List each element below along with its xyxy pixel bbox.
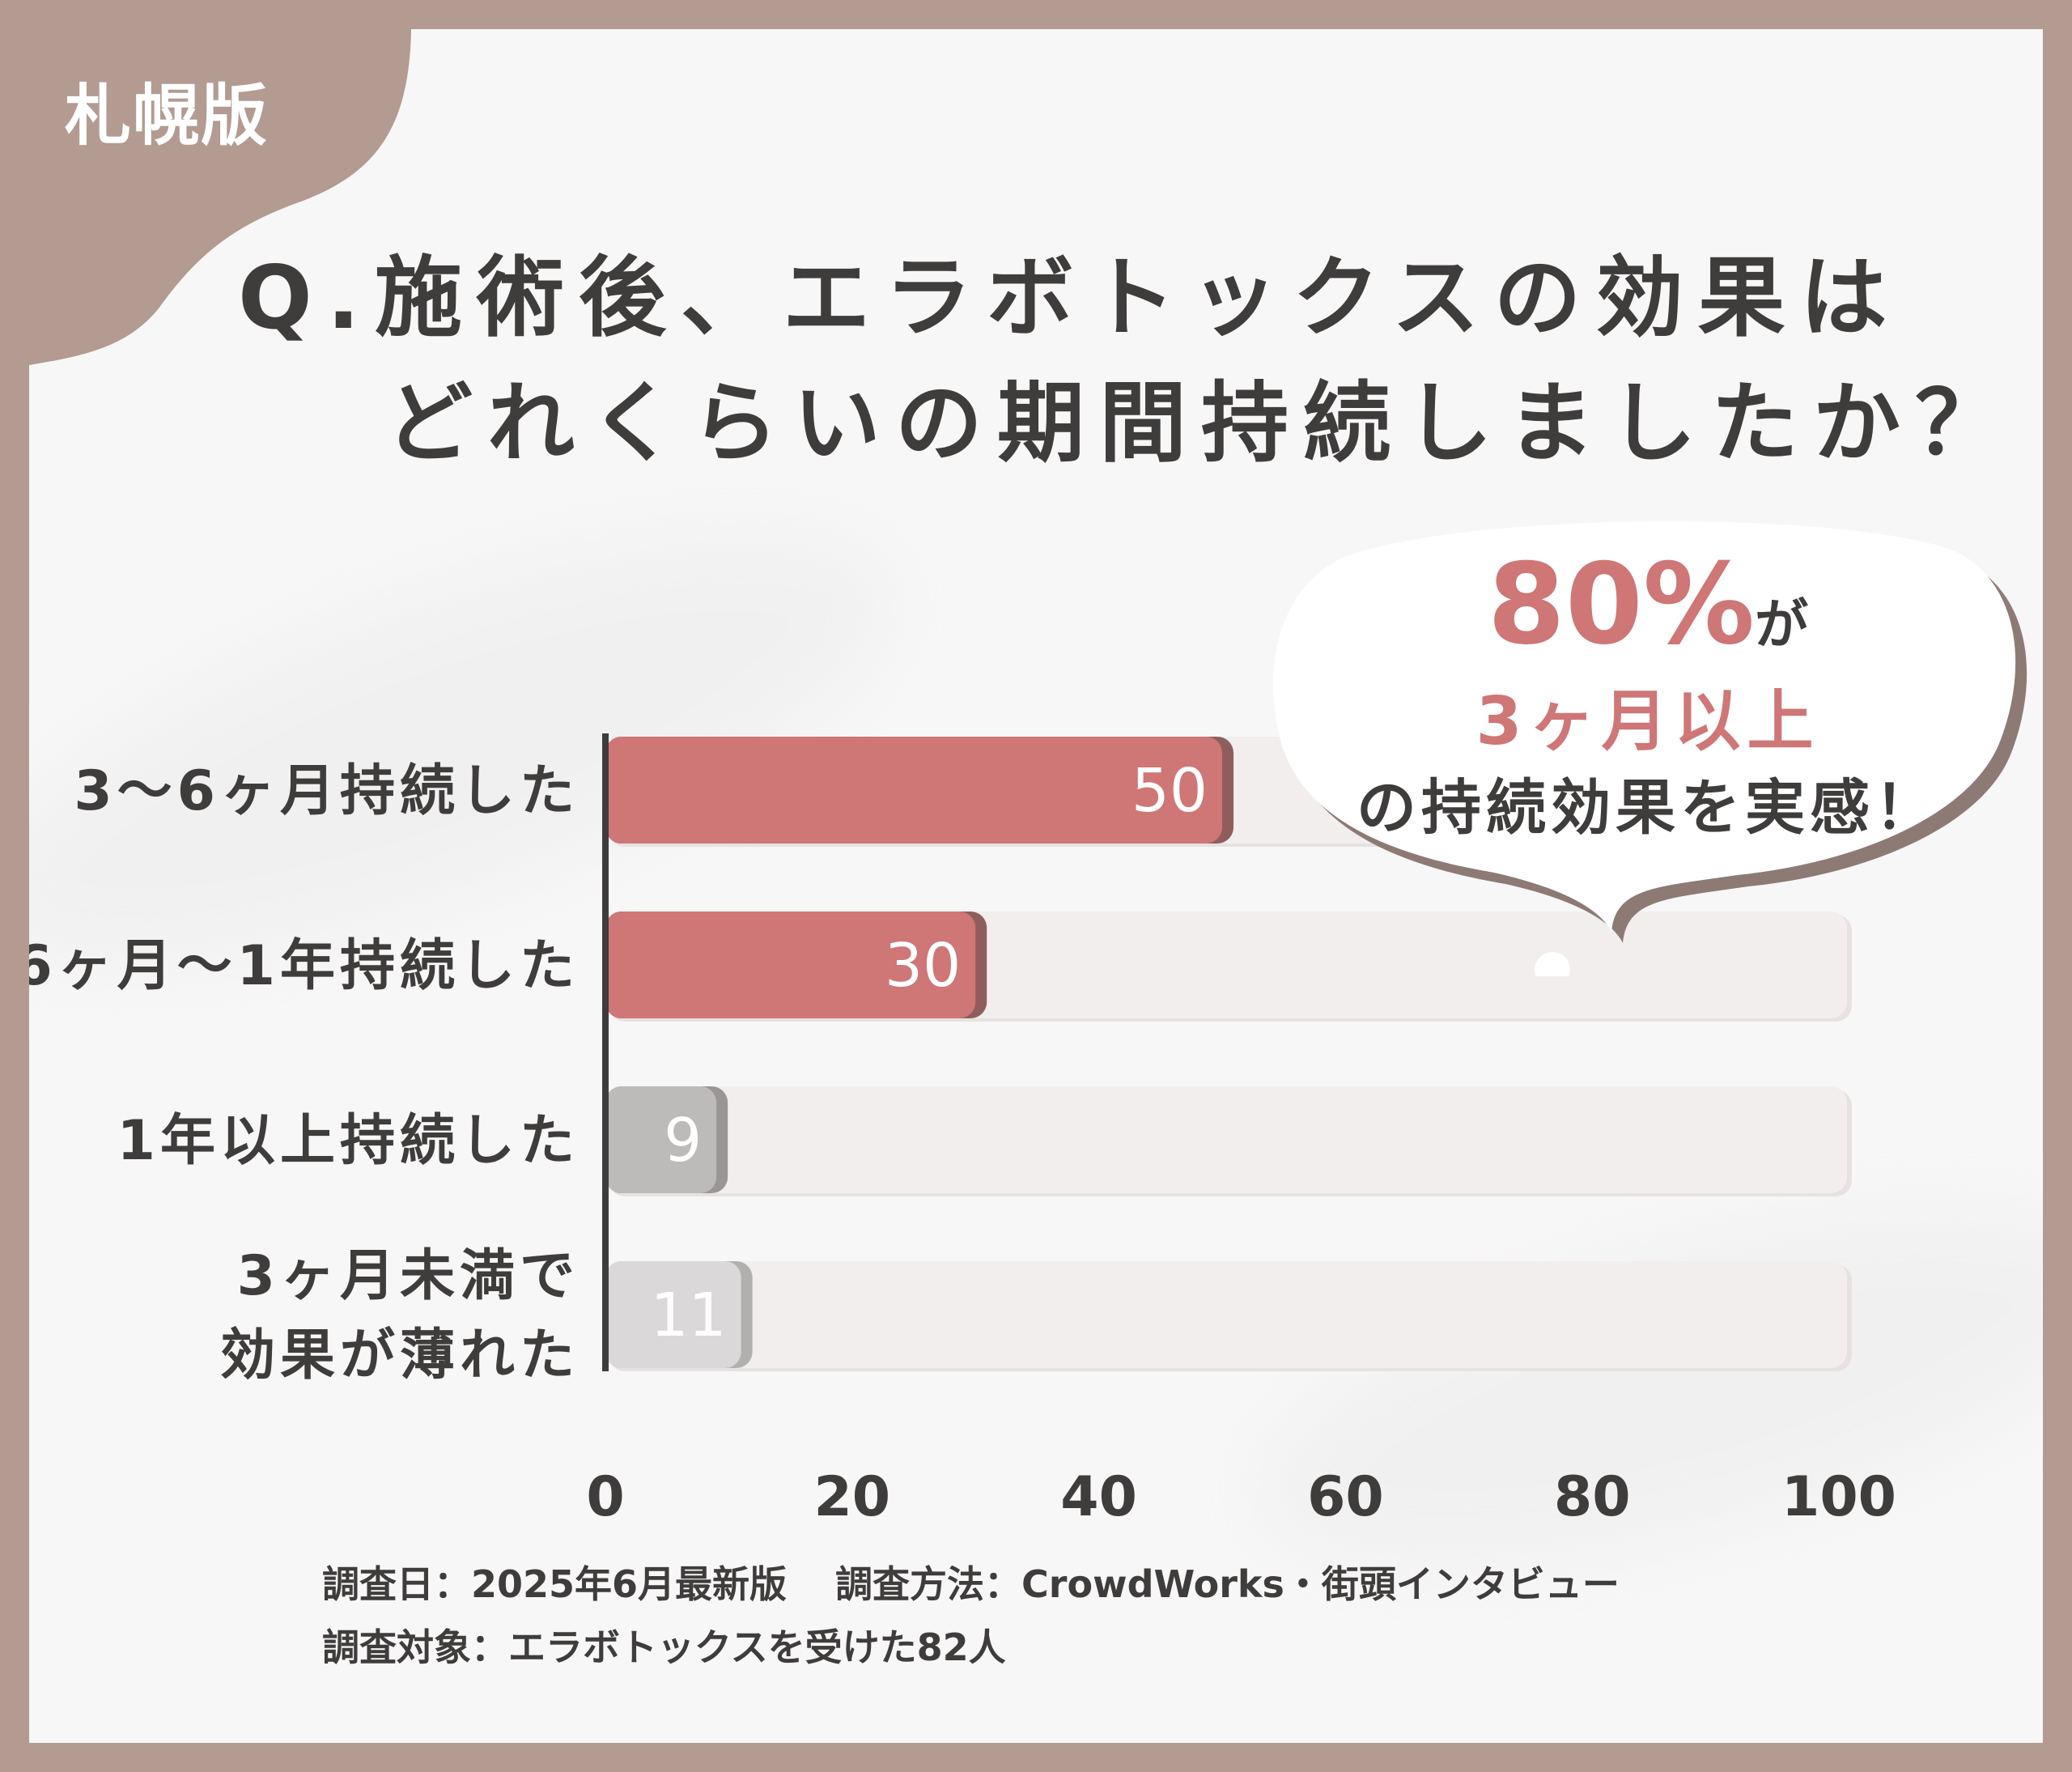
question-title-line2: どれくらいの期間持続しましたか？ bbox=[385, 373, 2018, 474]
survey-target: 調査対象：エラボトックスを受けた82人 bbox=[322, 1625, 1006, 1669]
callout-percent: 80% bbox=[1487, 539, 1756, 669]
x-tick-label: 80 bbox=[1554, 1465, 1631, 1529]
category-label: 3ヶ月未満で bbox=[237, 1244, 580, 1308]
y-axis-line bbox=[602, 733, 609, 1371]
bar bbox=[605, 911, 976, 1018]
data-label: 30 bbox=[885, 931, 961, 1001]
bar bbox=[605, 1261, 741, 1368]
data-label: 50 bbox=[1132, 756, 1208, 826]
bar-track bbox=[605, 1261, 1847, 1368]
category-label: 3〜6ヶ月持続した bbox=[74, 759, 580, 823]
data-label: 11 bbox=[650, 1281, 726, 1350]
corner-tab bbox=[29, 29, 411, 365]
data-label: 9 bbox=[664, 1106, 702, 1175]
survey-notes: 調査日：2025年6月最新版 調査方法：CrowdWorks・街頭インタビュー 調… bbox=[322, 1555, 1620, 1681]
category-label: 6ヶ月〜1年持続した bbox=[29, 934, 580, 998]
bar bbox=[605, 737, 1222, 844]
x-tick-label: 40 bbox=[1060, 1465, 1137, 1529]
bar bbox=[605, 1086, 717, 1193]
survey-method: 調査方法：CrowdWorks・街頭インタビュー bbox=[835, 1562, 1620, 1606]
callout-duration: 3ヶ月以上 bbox=[1475, 683, 1820, 760]
callout-bubble: 80%が 3ヶ月以上 の持続効果を実感！ bbox=[1267, 507, 2043, 976]
region-tag: 札幌版 bbox=[65, 78, 270, 155]
question-title-line1: Q.施術後、エラボトックスの効果は bbox=[238, 248, 1902, 349]
survey-date: 調査日：2025年6月最新版 bbox=[322, 1562, 788, 1606]
x-tick-label: 20 bbox=[813, 1465, 890, 1529]
x-tick-label: 60 bbox=[1307, 1465, 1384, 1529]
category-label: 効果が薄れた bbox=[220, 1324, 580, 1387]
x-tick-label: 0 bbox=[586, 1465, 624, 1529]
callout-particle: が bbox=[1755, 593, 1809, 656]
callout-message: の持続効果を実感！ bbox=[1357, 773, 1939, 843]
category-label: 1年以上持続した bbox=[117, 1109, 580, 1173]
bar-track bbox=[605, 1086, 1847, 1193]
x-tick-label: 100 bbox=[1781, 1465, 1896, 1529]
infographic-card: 札幌版 Q.施術後、エラボトックスの効果は どれくらいの期間持続しましたか？ 5… bbox=[29, 29, 2043, 1743]
